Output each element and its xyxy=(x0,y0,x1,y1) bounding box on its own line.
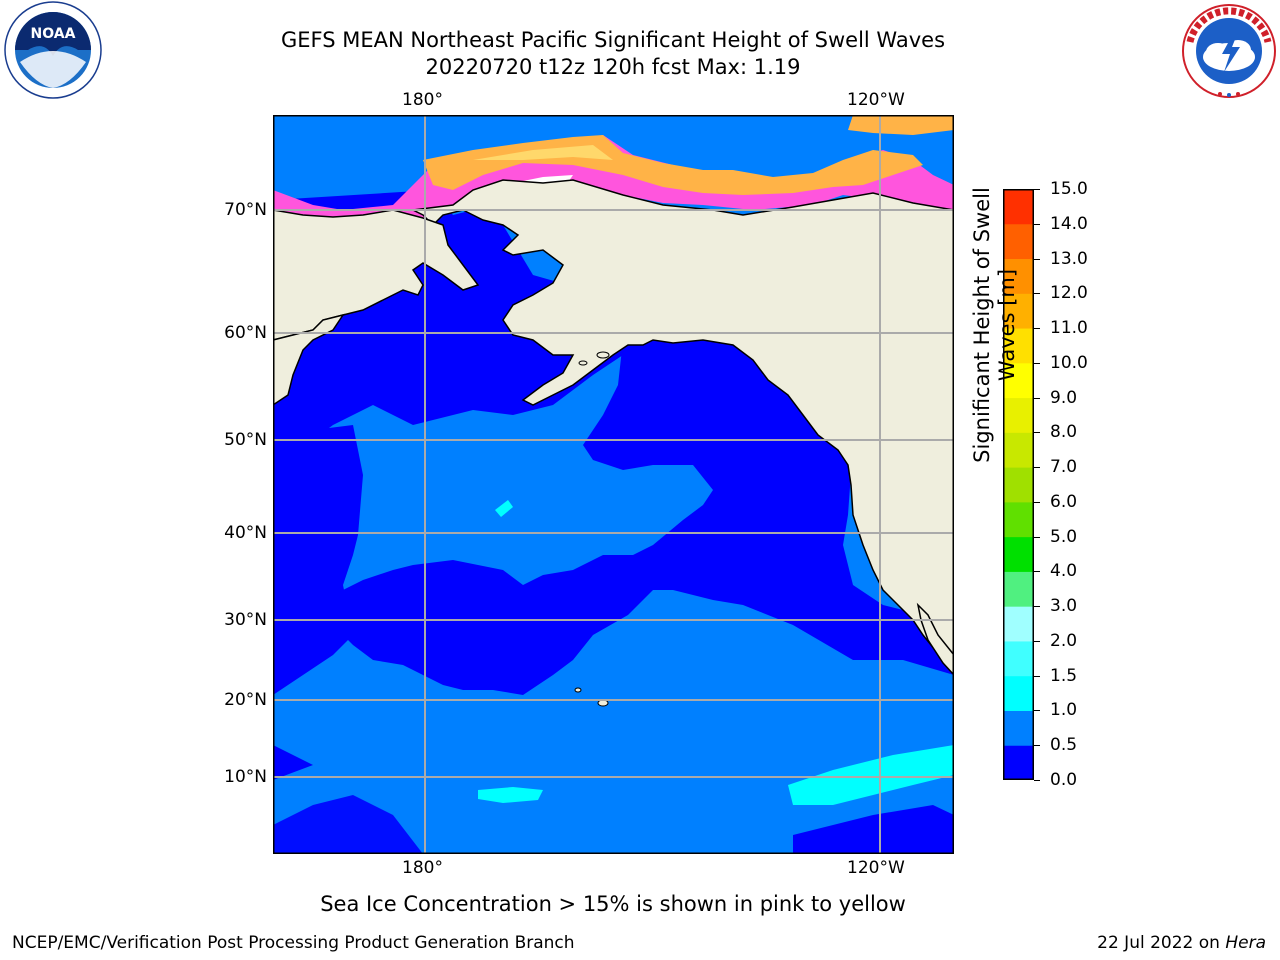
noaa-logo-text: NOAA xyxy=(31,26,76,42)
footer-credit: NCEP/EMC/Verification Post Processing Pr… xyxy=(12,933,575,953)
land-baja xyxy=(916,602,954,677)
colorbar-tick xyxy=(1034,467,1040,469)
colorbar-tick xyxy=(1034,501,1040,503)
colorbar-tick-label: 5.0 xyxy=(1050,526,1078,547)
lon-label-top-120w: 120°W xyxy=(847,90,905,110)
colorbar-tick xyxy=(1034,362,1040,364)
footer-date: 22 Jul 2022 on Hera xyxy=(1097,933,1266,953)
aleutian-islands xyxy=(574,351,610,707)
lat-label-50n: 50°N xyxy=(224,430,267,450)
lat-label-10n: 10°N xyxy=(224,767,267,787)
colorbar-tick-label: 4.0 xyxy=(1050,561,1078,582)
lon-label-top-180: 180° xyxy=(402,90,443,110)
colorbar-segment xyxy=(1003,675,1034,711)
footer-date-text: 22 Jul 2022 on xyxy=(1097,933,1226,953)
colorbar-frame xyxy=(1003,189,1034,780)
colorbar-tick xyxy=(1034,571,1040,573)
lat-label-30n: 30°N xyxy=(224,610,267,630)
map-title: GEFS MEAN Northeast Pacific Significant … xyxy=(280,28,946,52)
colorbar-tick-label: 13.0 xyxy=(1050,248,1088,269)
lat-label-40n: 40°N xyxy=(224,523,267,543)
colorbar-segment xyxy=(1003,467,1034,503)
colorbar-tick-label: 0.5 xyxy=(1050,735,1078,756)
colorbar-tick xyxy=(1034,258,1040,260)
graticule xyxy=(273,115,954,854)
colorbar-tick-label: 15.0 xyxy=(1050,179,1088,199)
map-subtitle: 20220720 t12z 120h fcst Max: 1.19 xyxy=(425,55,801,79)
colorbar-tick-label: 3.0 xyxy=(1050,596,1078,617)
sea-ice-note: Sea Ice Concentration > 15% is shown in … xyxy=(320,892,906,916)
colorbar-segment xyxy=(1003,640,1034,677)
colorbar-segment xyxy=(1003,745,1034,781)
colorbar-tick xyxy=(1034,710,1040,712)
colorbar-tick-label: 9.0 xyxy=(1050,387,1078,408)
colorbar-tick xyxy=(1034,223,1040,225)
colorbar-segment xyxy=(1003,293,1034,329)
colorbar-segment xyxy=(1003,189,1034,225)
ocean-wave-10-15 xyxy=(478,500,954,805)
colorbar-segment xyxy=(1003,571,1034,607)
colorbar-tick-label: 2.0 xyxy=(1050,630,1078,651)
colorbar-segment xyxy=(1003,536,1034,572)
colorbar-segment xyxy=(1003,362,1034,399)
colorbar-tick xyxy=(1034,745,1040,747)
lon-label-bottom-120w: 120°W xyxy=(847,858,905,878)
colorbar-tick-label: 8.0 xyxy=(1050,422,1078,443)
colorbar-tick xyxy=(1034,536,1040,538)
ocean-wave-00-05 xyxy=(273,190,954,854)
colorbar-tick-label: 0.0 xyxy=(1050,770,1078,790)
colorbar-segment xyxy=(1003,328,1034,364)
colorbar-segment xyxy=(1003,606,1034,642)
lat-label-20n: 20°N xyxy=(224,690,267,710)
colorbar-tick-label: 6.0 xyxy=(1050,491,1078,512)
colorbar-segment xyxy=(1003,432,1034,468)
lat-label-60n: 60°N xyxy=(224,323,267,343)
colorbar-tick-label: 12.0 xyxy=(1050,283,1088,304)
colorbar-tick-label: 1.0 xyxy=(1050,700,1078,721)
colorbar-title-line1: Significant Height of Swell xyxy=(970,187,994,463)
colorbar-tick xyxy=(1034,640,1040,642)
colorbar-segment xyxy=(1003,223,1034,260)
lat-label-70n: 70°N xyxy=(224,200,267,220)
colorbar-tick xyxy=(1034,432,1040,434)
colorbar-tick xyxy=(1034,675,1040,677)
colorbar-tick-label: 14.0 xyxy=(1050,213,1088,234)
noaa-seal-icon: NOAA xyxy=(0,0,106,100)
colorbar-segment xyxy=(1003,397,1034,433)
nws-seal-icon xyxy=(1178,2,1280,102)
colorbar-tick-label: 10.0 xyxy=(1050,352,1088,373)
colorbar-tick-label: 11.0 xyxy=(1050,318,1088,339)
colorbar-tick-label: 7.0 xyxy=(1050,457,1078,478)
colorbar xyxy=(1003,189,1034,781)
colorbar-tick-label: 1.5 xyxy=(1050,665,1078,686)
colorbar-tick xyxy=(1034,780,1040,781)
colorbar-tick xyxy=(1034,328,1040,330)
colorbar-tick xyxy=(1034,189,1040,190)
colorbar-tick xyxy=(1034,397,1040,399)
land-kamchatka xyxy=(273,313,345,406)
colorbar-segment xyxy=(1003,501,1034,538)
colorbar-segment xyxy=(1003,258,1034,294)
map-frame xyxy=(273,115,954,854)
colorbar-title-line2: Waves [m] xyxy=(995,268,1019,382)
footer-host: Hera xyxy=(1225,933,1266,953)
colorbar-segment xyxy=(1003,710,1034,746)
lon-label-bottom-180: 180° xyxy=(402,858,443,878)
swell-height-map xyxy=(273,115,954,854)
land-north-america xyxy=(410,179,954,677)
colorbar-tick xyxy=(1034,293,1040,295)
colorbar-tick xyxy=(1034,606,1040,608)
